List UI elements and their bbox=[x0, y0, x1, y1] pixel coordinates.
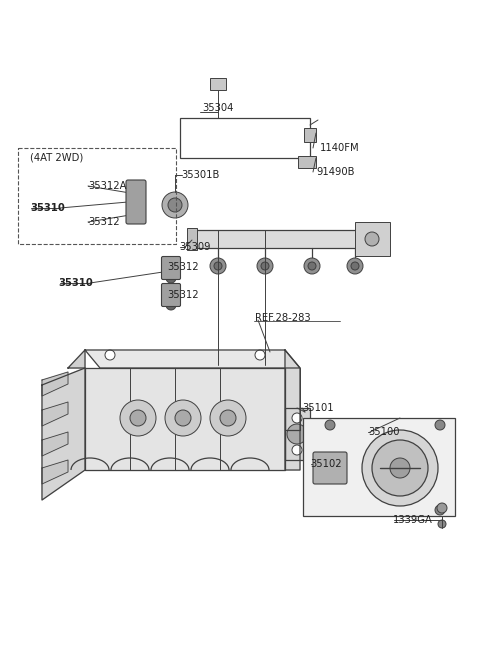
Circle shape bbox=[351, 262, 359, 270]
FancyBboxPatch shape bbox=[161, 256, 180, 279]
Circle shape bbox=[129, 187, 143, 201]
Text: 35102: 35102 bbox=[310, 459, 342, 469]
Circle shape bbox=[131, 209, 141, 219]
Polygon shape bbox=[42, 368, 85, 500]
Bar bbox=[304, 128, 316, 142]
Text: REF.28-283: REF.28-283 bbox=[255, 313, 311, 323]
Circle shape bbox=[220, 410, 236, 426]
Circle shape bbox=[372, 440, 428, 496]
Text: (4AT 2WD): (4AT 2WD) bbox=[30, 152, 83, 162]
Polygon shape bbox=[285, 350, 300, 470]
Circle shape bbox=[261, 262, 269, 270]
Circle shape bbox=[130, 410, 146, 426]
Text: 35100: 35100 bbox=[368, 427, 399, 437]
Circle shape bbox=[438, 520, 446, 528]
Circle shape bbox=[166, 300, 176, 310]
Polygon shape bbox=[85, 368, 285, 470]
Circle shape bbox=[360, 233, 372, 245]
Text: 35312: 35312 bbox=[167, 290, 199, 300]
Circle shape bbox=[435, 420, 445, 430]
Circle shape bbox=[435, 505, 445, 515]
Text: 35101: 35101 bbox=[302, 403, 334, 413]
Bar bbox=[210, 78, 226, 90]
Circle shape bbox=[175, 410, 191, 426]
Circle shape bbox=[304, 258, 320, 274]
Bar bbox=[180, 118, 310, 158]
Circle shape bbox=[365, 232, 379, 246]
Circle shape bbox=[165, 287, 177, 299]
Polygon shape bbox=[42, 432, 68, 456]
Circle shape bbox=[325, 420, 335, 430]
FancyBboxPatch shape bbox=[313, 452, 347, 484]
Circle shape bbox=[166, 273, 176, 283]
Text: 35310: 35310 bbox=[30, 203, 65, 213]
Text: 35312: 35312 bbox=[88, 217, 120, 227]
Circle shape bbox=[287, 424, 307, 444]
Circle shape bbox=[362, 430, 438, 506]
Circle shape bbox=[120, 400, 156, 436]
Text: 1140FM: 1140FM bbox=[320, 143, 360, 153]
Text: 35304: 35304 bbox=[202, 103, 234, 113]
Circle shape bbox=[210, 400, 246, 436]
Circle shape bbox=[390, 458, 410, 478]
Circle shape bbox=[292, 445, 302, 455]
Circle shape bbox=[292, 413, 302, 423]
Circle shape bbox=[105, 350, 115, 360]
Text: 35312: 35312 bbox=[167, 262, 199, 272]
Text: 35309: 35309 bbox=[179, 242, 211, 252]
Polygon shape bbox=[68, 350, 85, 368]
Text: 91490B: 91490B bbox=[316, 167, 355, 177]
Bar bbox=[355, 222, 390, 256]
Text: 35312A: 35312A bbox=[88, 181, 127, 191]
Circle shape bbox=[165, 260, 177, 272]
Circle shape bbox=[168, 198, 182, 212]
Bar bbox=[192, 230, 360, 248]
Circle shape bbox=[162, 192, 188, 218]
Circle shape bbox=[214, 262, 222, 270]
Bar bbox=[303, 418, 455, 516]
Circle shape bbox=[437, 503, 447, 513]
Bar bbox=[298, 156, 316, 168]
Circle shape bbox=[210, 258, 226, 274]
Circle shape bbox=[315, 460, 331, 476]
Circle shape bbox=[308, 262, 316, 270]
Polygon shape bbox=[42, 460, 68, 484]
Circle shape bbox=[347, 258, 363, 274]
Bar bbox=[285, 408, 310, 460]
Bar bbox=[187, 228, 197, 250]
Circle shape bbox=[165, 400, 201, 436]
Text: 35301B: 35301B bbox=[181, 170, 219, 180]
Polygon shape bbox=[42, 402, 68, 426]
Polygon shape bbox=[42, 372, 68, 396]
Circle shape bbox=[255, 350, 265, 360]
Text: 1339GA: 1339GA bbox=[393, 515, 433, 525]
Text: 35310: 35310 bbox=[58, 278, 93, 288]
Bar bbox=[18, 148, 176, 244]
Polygon shape bbox=[85, 350, 300, 368]
FancyBboxPatch shape bbox=[126, 180, 146, 224]
Circle shape bbox=[257, 258, 273, 274]
FancyBboxPatch shape bbox=[161, 283, 180, 306]
